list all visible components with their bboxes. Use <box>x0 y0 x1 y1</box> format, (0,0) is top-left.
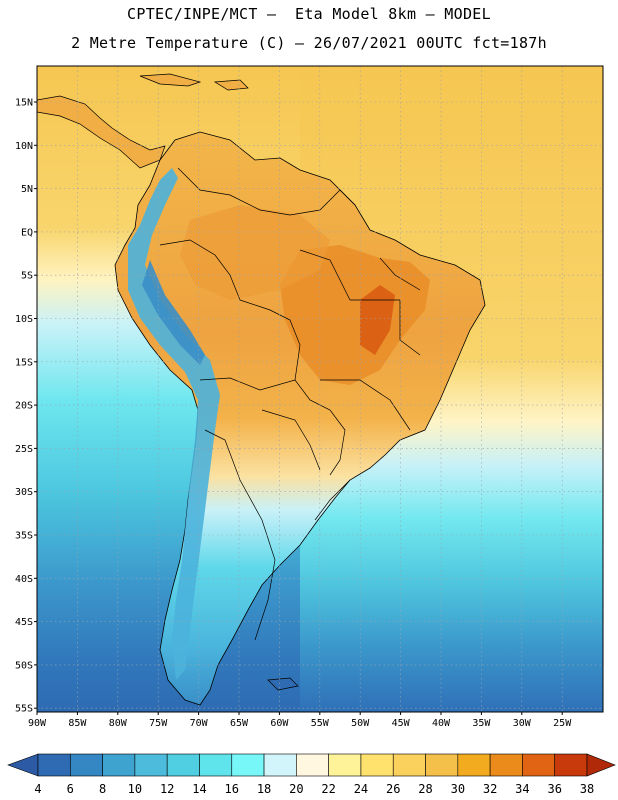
colorbar: 4 6 8 10 12 14 16 18 20 22 24 26 28 30 32 34 36 38 <box>7 753 616 796</box>
lat-tick-label: EQ <box>21 227 33 238</box>
colorbar-swatch <box>231 753 265 777</box>
colorbar-swatch <box>425 753 459 777</box>
colorbar-swatch <box>37 753 71 777</box>
lon-tick-label: 75W <box>149 718 168 729</box>
lon-tick-label: 30W <box>513 718 532 729</box>
hot-region <box>280 245 430 385</box>
lat-tick-label: 35S <box>15 531 33 542</box>
lat-tick-label: 25S <box>15 444 33 455</box>
colorbar-label: 18 <box>257 782 271 796</box>
colorbar-label: 26 <box>386 782 400 796</box>
lon-tick-label: 60W <box>270 718 289 729</box>
andes-coldest-strip <box>142 260 205 365</box>
lon-tick-label: 85W <box>68 718 87 729</box>
map-title-line-1: CPTEC/INPE/MCT — Eta Model 8km — MODEL <box>127 5 491 23</box>
lon-tick-label: 25W <box>553 718 572 729</box>
colorbar-swatch <box>457 753 491 777</box>
colorbar-swatch <box>102 753 136 777</box>
lon-tick-label: 65W <box>230 718 249 729</box>
lat-tick-label: 10S <box>15 314 33 325</box>
lon-tick-label: 40W <box>432 718 451 729</box>
lat-tick-label: 40S <box>15 574 33 585</box>
colorbar-swatch <box>554 753 588 777</box>
lat-tick-label: 15S <box>15 357 33 368</box>
map-panel <box>37 66 603 712</box>
amazon-region <box>180 205 330 300</box>
lat-tick-label: 5S <box>21 271 33 282</box>
falkland-islands <box>267 677 299 691</box>
colorbar-label: 8 <box>99 782 106 796</box>
colorbar-label: 14 <box>192 782 206 796</box>
colorbar-swatch <box>522 753 556 777</box>
hispaniola-island <box>213 79 249 91</box>
lat-tick-label: 10N <box>15 141 33 152</box>
colorbar-swatch <box>263 753 297 777</box>
lon-tick-label: 70W <box>190 718 209 729</box>
colorbar-swatch <box>69 753 103 777</box>
lat-tick-label: 45S <box>15 617 33 628</box>
colorbar-label: 4 <box>34 782 41 796</box>
lat-tick-label: 30S <box>15 487 33 498</box>
lat-tick-label: 15N <box>15 98 33 109</box>
lon-tick-label: 80W <box>109 718 128 729</box>
colorbar-swatch <box>328 753 362 777</box>
colorbar-swatch <box>489 753 523 777</box>
colorbar-low-arrow <box>7 753 39 777</box>
lon-tick-label: 50W <box>351 718 370 729</box>
colorbar-high-arrow <box>586 753 616 777</box>
map-title-line-2: 2 Metre Temperature (C) — 26/07/2021 00U… <box>71 34 547 52</box>
colorbar-label: 24 <box>354 782 368 796</box>
colorbar-label: 34 <box>515 782 529 796</box>
lat-tick-label: 5N <box>21 184 33 195</box>
colorbar-swatch <box>166 753 200 777</box>
colorbar-swatch <box>199 753 233 777</box>
lon-tick-label: 55W <box>311 718 330 729</box>
colorbar-label: 6 <box>67 782 74 796</box>
lat-tick-label: 20S <box>15 401 33 412</box>
lat-tick-label: 55S <box>15 704 33 715</box>
central-america-land <box>37 95 166 169</box>
colorbar-label: 12 <box>160 782 174 796</box>
longitude-axis: 90W 85W 80W 75W 70W 65W 60W 55W 50W 45W 40W 35W 30W 2… <box>28 712 572 729</box>
colorbar-swatch <box>134 753 168 777</box>
colorbar-label: 28 <box>418 782 432 796</box>
colorbar-label: 22 <box>321 782 335 796</box>
colorbar-swatch <box>296 753 329 777</box>
colorbar-swatch <box>392 753 426 777</box>
lon-tick-label: 35W <box>472 718 491 729</box>
colorbar-label: 20 <box>289 782 303 796</box>
colorbar-label: 36 <box>547 782 561 796</box>
colorbar-label: 16 <box>225 782 239 796</box>
colorbar-label: 10 <box>128 782 142 796</box>
colorbar-swatch <box>360 753 394 777</box>
country-borders <box>159 167 421 641</box>
cuba-island <box>139 73 202 87</box>
lat-tick-label: 50S <box>15 660 33 671</box>
hottest-region <box>360 285 395 355</box>
colorbar-label: 38 <box>580 782 594 796</box>
lon-tick-label: 45W <box>392 718 411 729</box>
latitude-axis: 15N 10N 5N EQ 5S 10S 15S 20S 25S 30S 35S 40S 45S 50S 5… <box>15 98 37 715</box>
colorbar-label: 30 <box>451 782 465 796</box>
lon-tick-label: 90W <box>28 718 47 729</box>
colorbar-label: 32 <box>483 782 497 796</box>
